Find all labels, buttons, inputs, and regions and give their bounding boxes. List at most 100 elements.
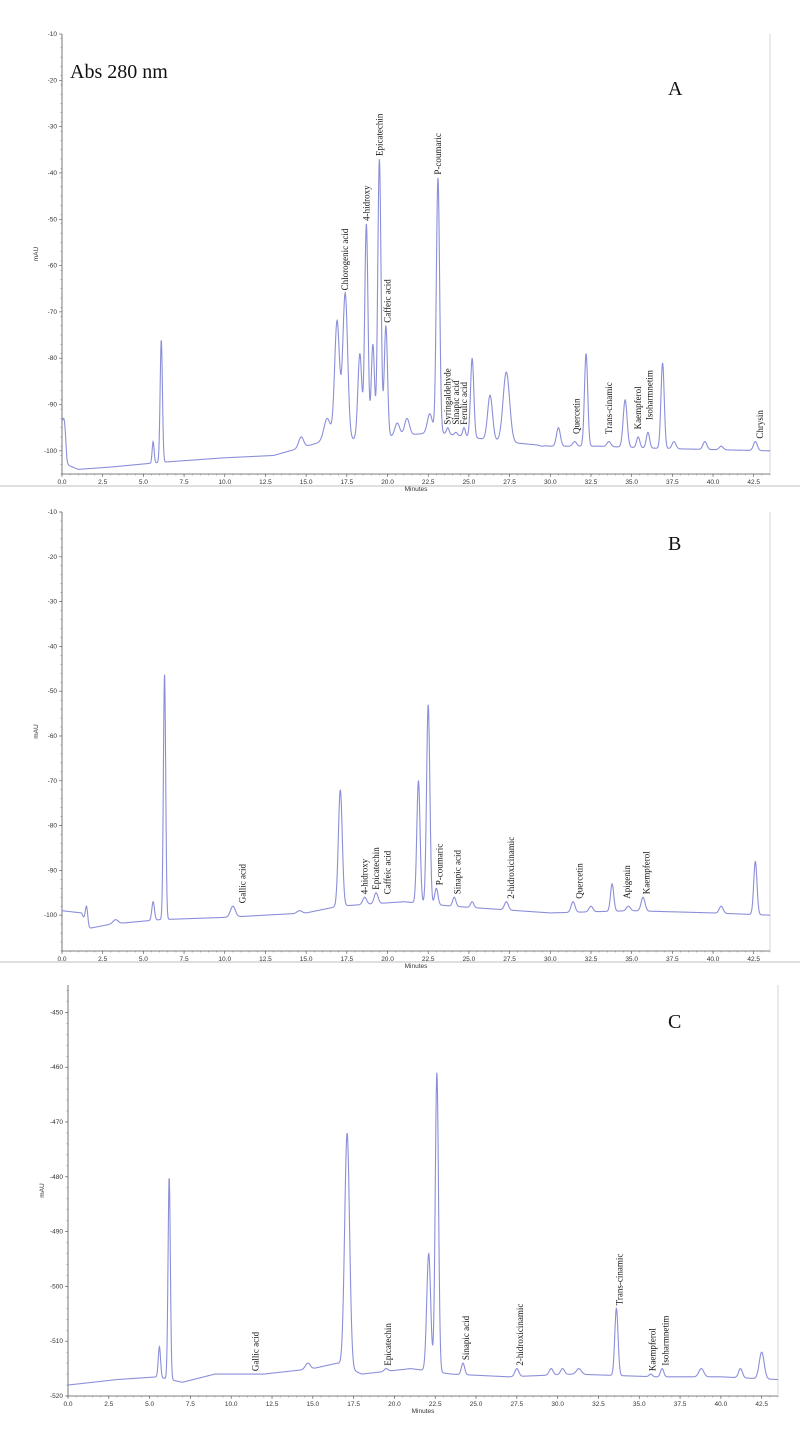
y-tick-label-b: -40 (48, 643, 58, 650)
peak-label-b: Sinapic acid (453, 850, 463, 895)
x-tick-label-b: 20.0 (381, 956, 394, 963)
x-tick-label-a: 40.0 (707, 479, 720, 486)
peak-label-a: Kaempferol (633, 386, 643, 429)
y-axis-title-a: mAU (33, 246, 40, 261)
peak-label-c: 2-hidroxicinamic (515, 1304, 525, 1366)
x-tick-label-b: 2.5 (98, 956, 107, 963)
x-tick-label-c: 27.5 (511, 1401, 524, 1408)
x-tick-label-a: 32.5 (585, 479, 598, 486)
y-tick-label-a: -70 (48, 309, 58, 316)
peak-label-a: Caffeic acid (383, 279, 393, 323)
x-tick-label-a: 5.0 (139, 479, 148, 486)
x-tick-label-a: 7.5 (180, 479, 189, 486)
x-tick-label-c: 2.5 (104, 1401, 113, 1408)
chromatogram-panel-a: -10 -20 -30 -40 -50 -60 -70 -80 -90 -100 0.0 2.5 5.0… (0, 31, 800, 493)
y-tick-label-a: -40 (48, 170, 58, 177)
x-tick-label-c: 10.0 (225, 1401, 238, 1408)
y-tick-label-a: -20 (48, 77, 58, 84)
peak-label-c: Trans-cinamic (615, 1254, 625, 1306)
x-tick-label-c: 15.0 (306, 1401, 319, 1408)
y-tick-label-b: -50 (48, 688, 58, 695)
peak-label-a: Syringaldehyde (443, 368, 453, 425)
y-tick-label-b: -30 (48, 599, 58, 606)
x-axis-title-a: Minutes (405, 486, 429, 493)
x-tick-label-c: 32.5 (592, 1401, 605, 1408)
peak-label-a: Trans-cinamic (604, 382, 614, 434)
y-axis-title-c: mAU (39, 1183, 46, 1198)
x-tick-label-c: 42.5 (755, 1401, 768, 1408)
y-tick-label-c: -520 (50, 1393, 63, 1400)
x-tick-label-a: 15.0 (300, 479, 313, 486)
x-tick-label-c: 22.5 (429, 1401, 442, 1408)
wavelength-annotation: Abs 280 nm (70, 61, 168, 83)
y-axis-title-b: mAU (33, 724, 40, 739)
y-tick-label-a: -30 (48, 124, 58, 131)
y-tick-label-a: -10 (48, 31, 58, 38)
chromatogram-trace-a (61, 159, 770, 470)
y-tick-label-c: -460 (50, 1064, 63, 1071)
peak-label-b: 2-hidroxicinamic (506, 837, 516, 899)
x-tick-label-a: 0.0 (57, 479, 66, 486)
x-tick-label-b: 0.0 (57, 956, 66, 963)
x-tick-label-b: 25.0 (463, 956, 476, 963)
y-tick-label-c: -480 (50, 1174, 63, 1181)
x-axis-title-b: Minutes (405, 963, 429, 970)
x-tick-label-a: 30.0 (544, 479, 557, 486)
x-tick-label-b: 37.5 (666, 956, 679, 963)
x-tick-label-c: 17.5 (347, 1401, 360, 1408)
x-tick-label-a: 25.0 (463, 479, 476, 486)
x-tick-label-a: 27.5 (503, 479, 516, 486)
peak-label-b: P-coumaric (435, 844, 445, 885)
x-tick-label-b: 22.5 (422, 956, 435, 963)
peak-label-a: Epicatechin (374, 113, 384, 156)
x-tick-label-a: 22.5 (422, 479, 435, 486)
x-tick-label-b: 40.0 (707, 956, 720, 963)
x-tick-label-b: 30.0 (544, 956, 557, 963)
y-tick-label-b: -20 (48, 554, 58, 561)
x-tick-label-b: 12.5 (259, 956, 272, 963)
peak-label-c: Kaempferol (647, 1328, 657, 1371)
y-tick-label-b: -100 (44, 912, 57, 919)
peak-label-a: Chrysin (755, 410, 765, 439)
peak-label-c: Epicatechin (383, 1323, 393, 1366)
chromatogram-panel-b: -10 -20 -30 -40 -50 -60 -70 -80 -90 -100 0.0 2.5 5.0… (0, 509, 800, 970)
x-tick-label-a: 37.5 (666, 479, 679, 486)
x-tick-label-b: 10.0 (218, 956, 231, 963)
y-tick-label-c: -490 (50, 1229, 63, 1236)
x-tick-label-c: 37.5 (674, 1401, 687, 1408)
y-tick-label-b: -90 (48, 867, 58, 874)
x-tick-label-a: 20.0 (381, 479, 394, 486)
x-axis-title-c: Minutes (412, 1408, 436, 1415)
peak-label-a: Isoharmnetim (645, 370, 655, 420)
x-tick-label-b: 15.0 (300, 956, 313, 963)
y-tick-label-c: -500 (50, 1283, 63, 1290)
y-tick-label-a: -50 (48, 216, 58, 223)
y-tick-label-a: -60 (48, 263, 58, 270)
y-tick-label-b: -70 (48, 778, 58, 785)
x-tick-label-b: 32.5 (585, 956, 598, 963)
x-tick-label-b: 7.5 (180, 956, 189, 963)
x-tick-label-b: 27.5 (503, 956, 516, 963)
x-tick-label-c: 35.0 (633, 1401, 646, 1408)
peak-label-b: Epicatechin (371, 847, 381, 890)
peak-label-b: 4-hidroxy (360, 858, 370, 894)
x-tick-label-a: 2.5 (98, 479, 107, 486)
peak-label-b: Apigenin (622, 865, 632, 899)
x-tick-label-a: 35.0 (625, 479, 638, 486)
y-tick-label-c: -450 (50, 1009, 63, 1016)
y-tick-label-a: -90 (48, 402, 58, 409)
y-tick-label-c: -470 (50, 1119, 63, 1126)
peak-label-c: Sinapic acid (461, 1315, 471, 1360)
x-tick-label-a: 12.5 (259, 479, 272, 486)
peak-label-a: Ferulic acid (459, 381, 469, 424)
peak-label-a: P-coumaric (433, 133, 443, 174)
x-tick-label-b: 35.0 (625, 956, 638, 963)
y-tick-label-a: -80 (48, 355, 58, 362)
y-tick-label-b: -80 (48, 823, 58, 830)
peak-label-b: Gallic acid (238, 863, 248, 903)
x-tick-label-c: 40.0 (715, 1401, 728, 1408)
panel-letter-b: B (668, 533, 681, 555)
peak-label-a: Quercetin (571, 398, 581, 434)
